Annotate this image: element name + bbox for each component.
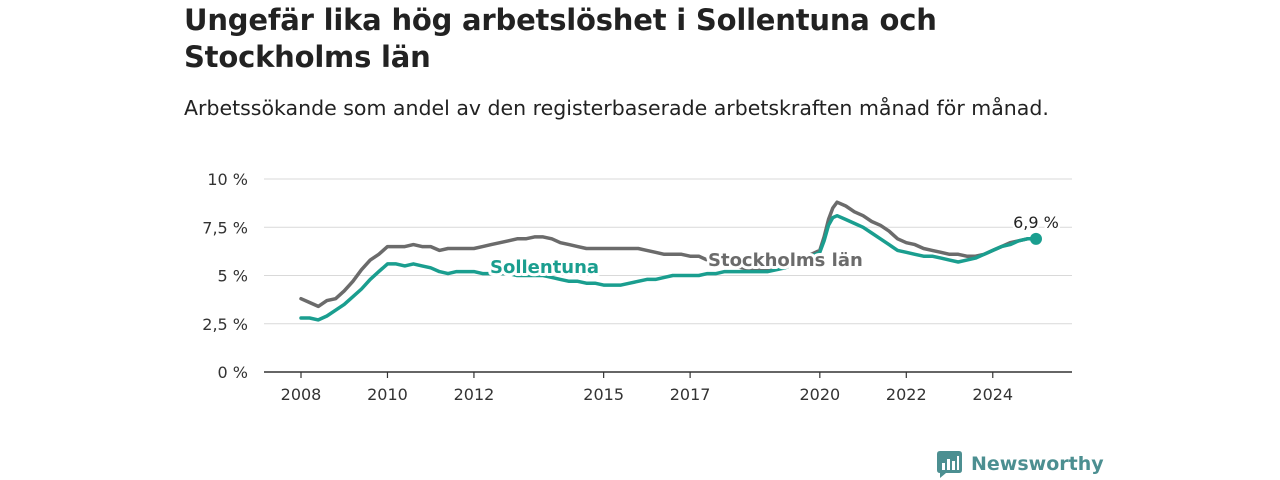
chart-title: Ungefär lika hög arbetslöshet i Sollentu… xyxy=(184,3,937,74)
series-label-sollentuna: Sollentuna xyxy=(490,257,599,278)
y-axis-ticks: 0 % 2,5 % 5 % 7,5 % 10 % xyxy=(202,170,248,382)
brand-name: Newsworthy xyxy=(971,453,1104,475)
brand-logo: Newsworthy xyxy=(937,449,1104,479)
y-tick-label: 0 % xyxy=(218,363,248,382)
newsworthy-logo-icon xyxy=(937,450,962,478)
y-tick-label: 5 % xyxy=(218,267,248,286)
y-tick-label: 10 % xyxy=(207,170,248,189)
annotation-halo: Stockholms län xyxy=(708,250,863,271)
chart-subtitle: Arbetssökande som andel av den registerb… xyxy=(184,96,1049,120)
x-tick-label: 2022 xyxy=(886,385,927,404)
series-line-stockholms-lan xyxy=(299,200,1038,309)
x-tick-label: 2017 xyxy=(670,385,711,404)
x-axis-ticks: 2008 2010 2012 2015 2017 2020 2022 2024 xyxy=(281,372,1013,404)
x-tick-label: 2015 xyxy=(583,385,624,404)
x-tick-label: 2010 xyxy=(367,385,408,404)
gridlines xyxy=(264,178,1072,373)
y-tick-label: 2,5 % xyxy=(202,315,248,334)
end-point-marker xyxy=(1030,232,1042,245)
x-tick-label: 2024 xyxy=(972,385,1013,404)
x-tick-label: 2020 xyxy=(799,385,840,404)
annotation-halo: Sollentuna xyxy=(490,257,599,278)
end-label-halo: 6,9 % xyxy=(1013,213,1059,232)
series-lines xyxy=(299,200,1038,322)
x-tick-label: 2012 xyxy=(454,385,495,404)
series-line-sollentuna xyxy=(299,213,1038,322)
end-value-label: 6,9 % xyxy=(1013,213,1059,232)
x-tick-label: 2008 xyxy=(281,385,322,404)
y-tick-label: 7,5 % xyxy=(202,218,248,237)
series-label-stockholms-lan: Stockholms län xyxy=(708,250,863,271)
